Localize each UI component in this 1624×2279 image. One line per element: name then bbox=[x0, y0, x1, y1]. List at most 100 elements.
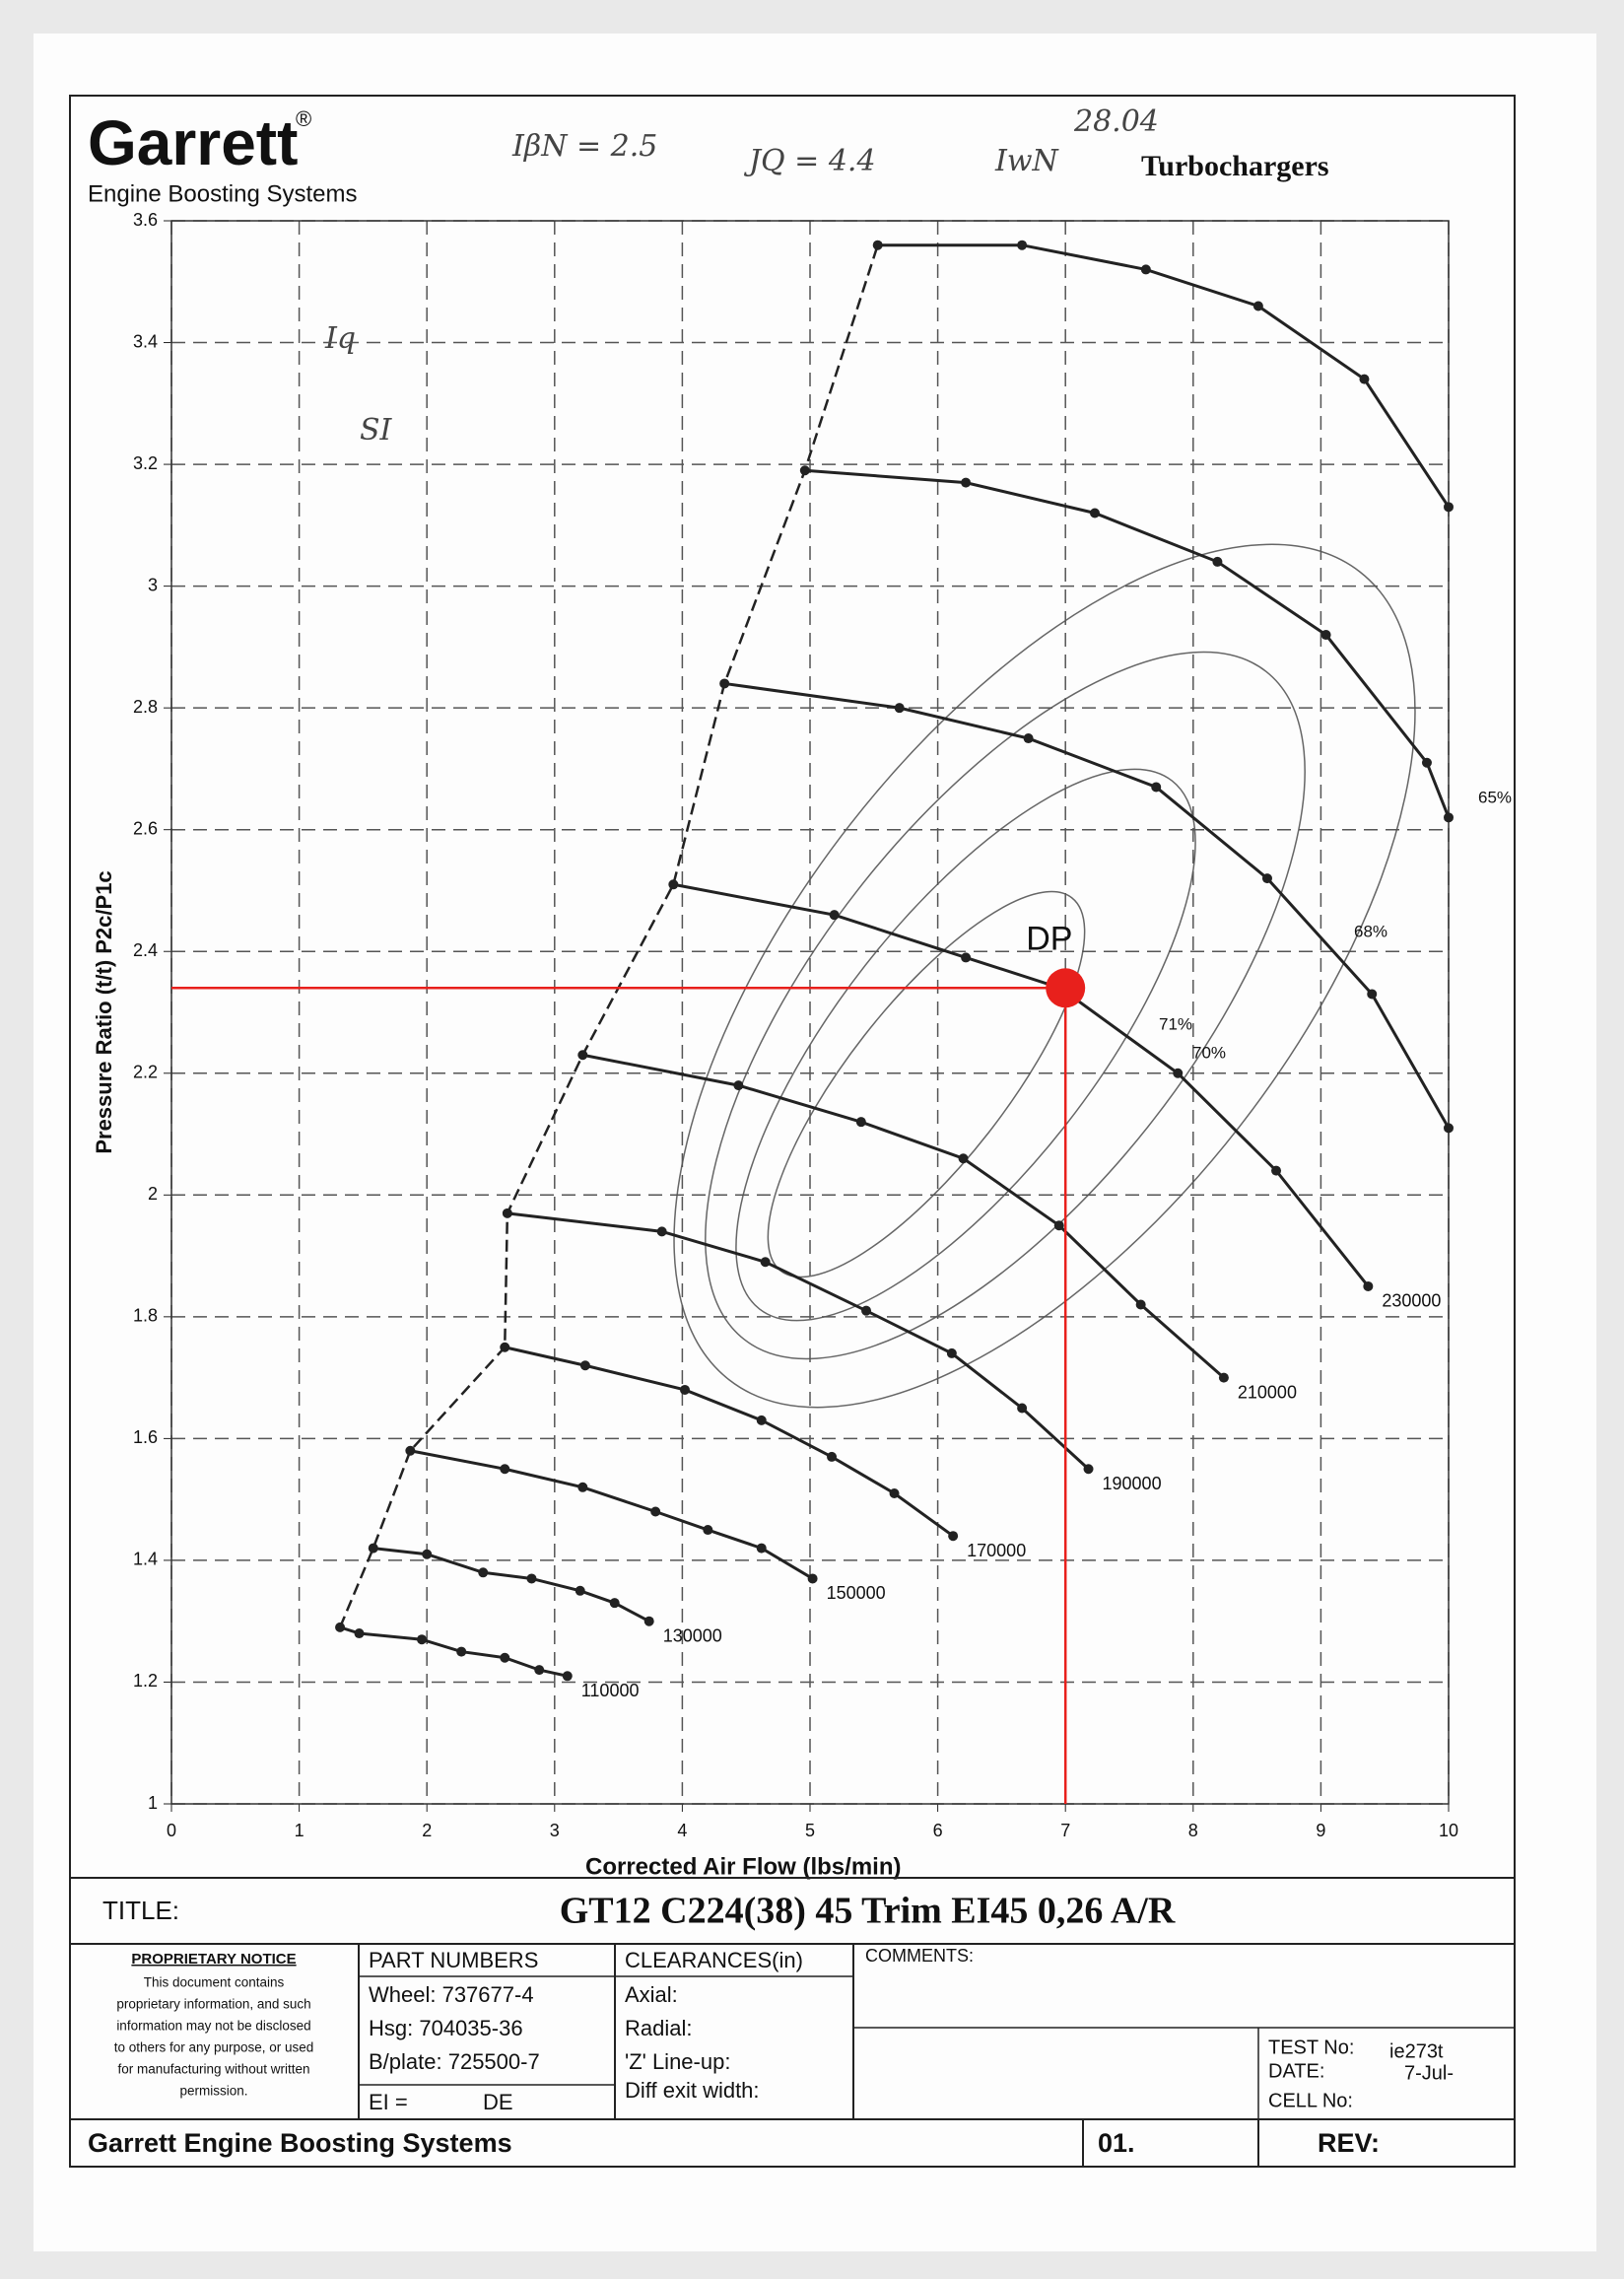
date-value: 7-Jul- bbox=[1404, 2062, 1454, 2084]
notice-line: information may not be disclosed bbox=[116, 2019, 310, 2034]
speed-point bbox=[948, 1531, 959, 1542]
sheet: 01. bbox=[1098, 2128, 1135, 2158]
speed-label: 210000 bbox=[1238, 1382, 1297, 1402]
speed-label: 110000 bbox=[581, 1681, 640, 1700]
surge-line bbox=[338, 244, 879, 1628]
x-tick-label: 3 bbox=[550, 1821, 560, 1840]
x-tick-label: 8 bbox=[1188, 1821, 1198, 1840]
speed-point bbox=[577, 1482, 588, 1492]
document-title: GT12 C224(38) 45 Trim EI45 0,26 A/R bbox=[560, 1891, 1176, 1932]
speed-point bbox=[1261, 873, 1272, 884]
speed-point bbox=[526, 1573, 537, 1584]
x-tick-label: 1 bbox=[295, 1821, 304, 1840]
y-tick-label: 1 bbox=[148, 1793, 158, 1813]
y-tick-label: 2.4 bbox=[133, 940, 158, 960]
speed-point bbox=[1421, 757, 1432, 768]
speed-point bbox=[1083, 1464, 1094, 1475]
product: Turbochargers bbox=[1141, 150, 1329, 182]
speed-point bbox=[656, 1226, 667, 1237]
speed-point bbox=[961, 952, 972, 963]
cell-label: CELL No: bbox=[1268, 2090, 1353, 2111]
y-tick-label: 1.8 bbox=[133, 1306, 158, 1326]
speed-point bbox=[354, 1628, 365, 1639]
speed-label: 230000 bbox=[1382, 1291, 1441, 1311]
speed-point bbox=[1151, 782, 1162, 793]
y-tick-label: 1.2 bbox=[133, 1671, 158, 1691]
speed-point bbox=[1053, 1220, 1064, 1231]
speed-point bbox=[1320, 630, 1331, 641]
notice-line: to others for any purpose, or used bbox=[114, 2040, 314, 2055]
speed-point bbox=[368, 1543, 378, 1554]
speed-label: 190000 bbox=[1103, 1474, 1162, 1493]
speed-point bbox=[756, 1543, 767, 1554]
speed-point bbox=[609, 1598, 620, 1609]
speed-point bbox=[1444, 1123, 1454, 1134]
brand-subtitle: Engine Boosting Systems bbox=[88, 180, 357, 207]
speed-point bbox=[1444, 502, 1454, 513]
note: Iq bbox=[324, 321, 356, 356]
speed-point bbox=[1359, 374, 1370, 384]
speed-point bbox=[534, 1665, 545, 1676]
notice-line: for manufacturing without written bbox=[117, 2062, 309, 2077]
speed-point bbox=[1173, 1068, 1184, 1078]
ei-label: EI = bbox=[369, 2090, 408, 2114]
speed-point bbox=[1444, 812, 1454, 823]
clearances-header: CLEARANCES(in) bbox=[625, 1948, 803, 1972]
registered: ® bbox=[296, 106, 311, 131]
speed-line bbox=[877, 243, 1451, 509]
note: IwN bbox=[994, 144, 1060, 178]
paper bbox=[34, 34, 1596, 2251]
ei-value: DE bbox=[483, 2090, 513, 2114]
notice-line: proprietary information, and such bbox=[116, 1997, 310, 2012]
notice-line: permission. bbox=[179, 2084, 247, 2099]
speed-point bbox=[855, 1117, 866, 1128]
speed-point bbox=[946, 1347, 957, 1358]
y-axis-title: Pressure Ratio (t/t) P2c/P1c bbox=[92, 870, 116, 1153]
speed-point bbox=[679, 1384, 690, 1395]
y-tick-label: 1.6 bbox=[133, 1427, 158, 1447]
speed-point bbox=[1017, 240, 1028, 250]
speed-label: 150000 bbox=[827, 1583, 886, 1603]
speed-point bbox=[760, 1257, 771, 1268]
test-value: ie273t bbox=[1389, 2040, 1444, 2062]
clearance: Diff exit width: bbox=[625, 2078, 760, 2103]
speed-label: 170000 bbox=[967, 1541, 1026, 1560]
frame bbox=[69, 95, 1516, 2168]
brand: Garrett bbox=[88, 107, 298, 178]
speed-point bbox=[961, 477, 972, 488]
speed-point bbox=[478, 1567, 489, 1578]
y-tick-label: 2.8 bbox=[133, 697, 158, 717]
y-tick-label: 3.2 bbox=[133, 453, 158, 473]
x-tick-label: 6 bbox=[933, 1821, 943, 1840]
design-point-label: DP bbox=[1026, 920, 1072, 957]
title-label: TITLE: bbox=[102, 1896, 179, 1925]
x-tick-label: 7 bbox=[1060, 1821, 1070, 1840]
footer-company: Garrett Engine Boosting Systems bbox=[88, 2128, 512, 2158]
x-tick-label: 9 bbox=[1316, 1821, 1325, 1840]
part-number: Wheel: 737677-4 bbox=[369, 1982, 534, 2007]
speed-point bbox=[1017, 1403, 1028, 1414]
speed-point bbox=[579, 1360, 590, 1371]
speed-point bbox=[872, 240, 883, 250]
speed-point bbox=[829, 910, 840, 921]
clearance: 'Z' Line-up: bbox=[625, 2049, 730, 2074]
speed-point bbox=[807, 1573, 818, 1584]
y-tick-label: 2 bbox=[148, 1184, 158, 1204]
part-numbers-header: PART NUMBERS bbox=[369, 1948, 538, 1972]
speed-label: 130000 bbox=[663, 1625, 722, 1645]
speed-point bbox=[894, 703, 905, 714]
speed-point bbox=[562, 1671, 573, 1682]
design-point bbox=[1046, 968, 1086, 1008]
rev: REV: bbox=[1318, 2128, 1380, 2158]
x-tick-label: 0 bbox=[167, 1821, 176, 1840]
speed-point bbox=[1363, 1280, 1374, 1291]
speed-point bbox=[958, 1153, 969, 1164]
speed-point bbox=[405, 1445, 416, 1456]
x-tick-label: 2 bbox=[422, 1821, 432, 1840]
x-tick-label: 4 bbox=[677, 1821, 687, 1840]
speed-point bbox=[1252, 301, 1263, 311]
y-tick-label: 2.2 bbox=[133, 1063, 158, 1082]
note: 28.04 bbox=[1073, 104, 1159, 139]
speed-point bbox=[889, 1487, 900, 1498]
